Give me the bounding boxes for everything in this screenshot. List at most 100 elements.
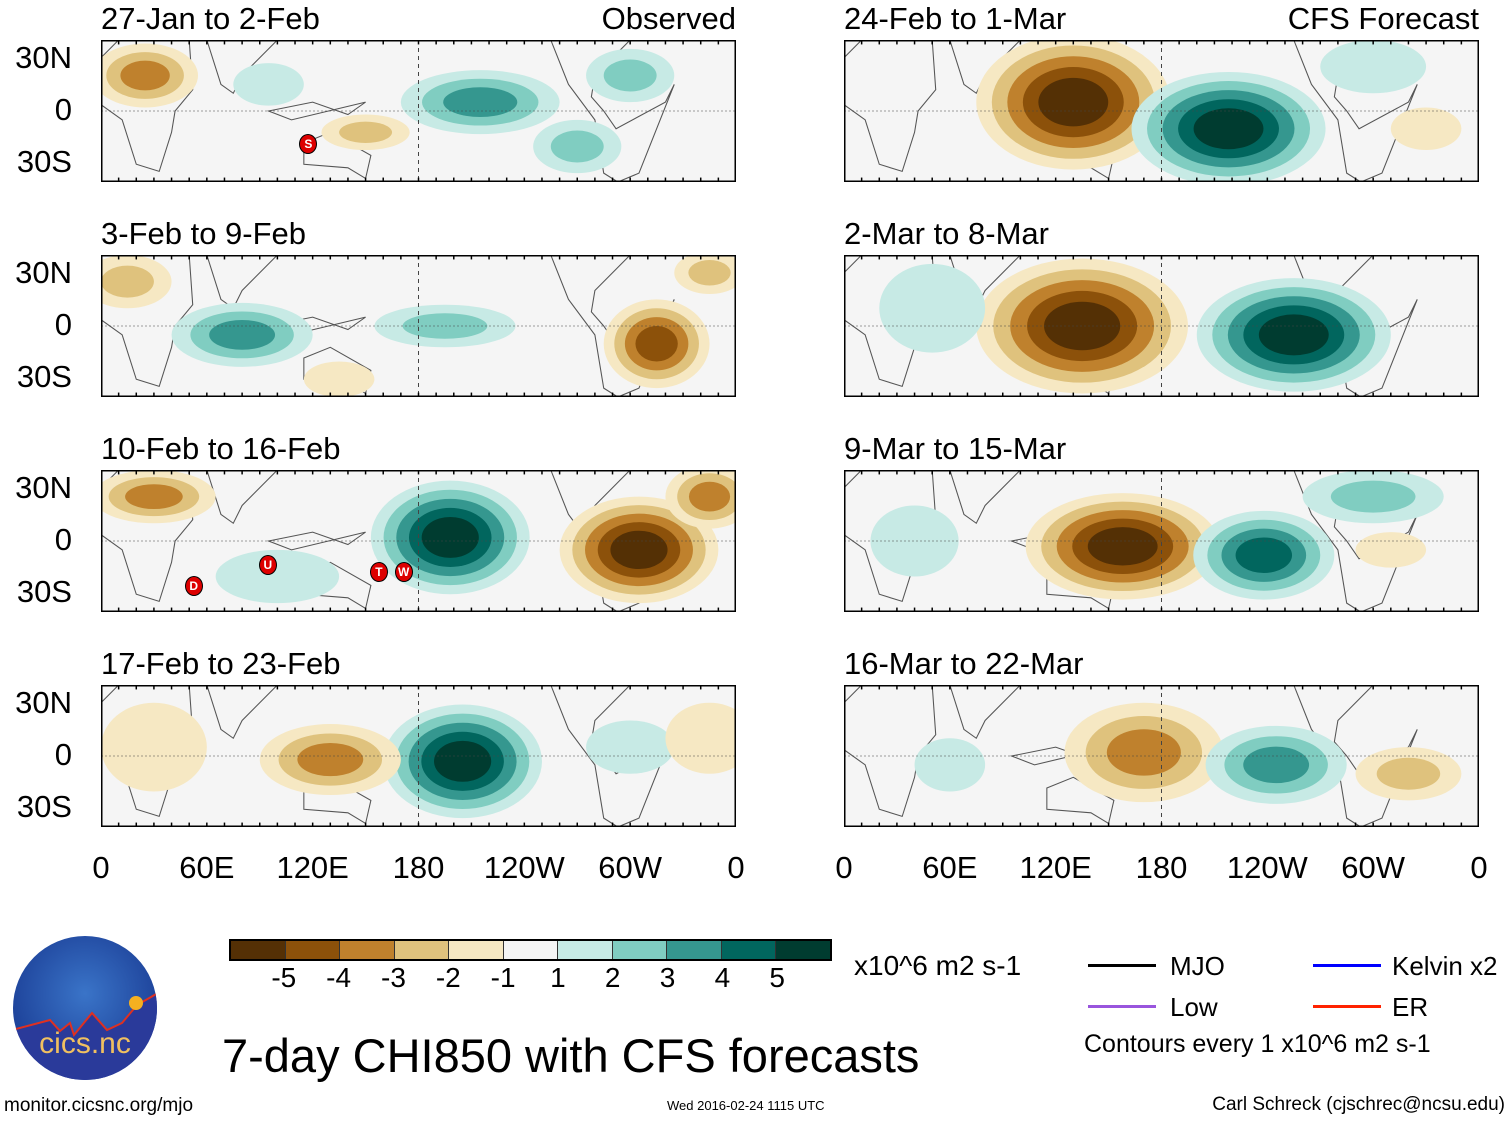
lat-label: 30S <box>16 789 72 824</box>
positive-anomaly <box>1235 537 1293 573</box>
positive-anomaly <box>1320 40 1427 94</box>
map-panel <box>101 40 736 182</box>
column-header-observed: Observed <box>601 1 736 36</box>
legend-label-low: Low <box>1170 992 1218 1022</box>
negative-anomaly <box>339 121 393 143</box>
timestamp: Wed 2016-02-24 1115 UTC <box>667 1098 825 1113</box>
legend-line-er <box>1313 1005 1381 1008</box>
credit: Carl Schreck (cjschrec@ncsu.edu) <box>1212 1094 1505 1115</box>
lon-label: 60W <box>1341 850 1406 885</box>
negative-anomaly <box>125 484 183 510</box>
lat-label: 30N <box>15 255 72 290</box>
map-panel <box>101 255 736 397</box>
lat-label: 30S <box>16 144 72 179</box>
colorbar-units: x10^6 m2 s-1 <box>854 950 1022 981</box>
negative-anomaly <box>297 742 364 777</box>
colorbar-swatch <box>394 941 450 959</box>
colorbar-label: -4 <box>326 962 352 993</box>
legend-line-low <box>1088 1005 1156 1008</box>
lon-label: 180 <box>392 850 445 885</box>
colorbar-label: 2 <box>604 962 621 993</box>
negative-anomaly <box>120 60 170 91</box>
positive-anomaly <box>586 720 675 774</box>
panel-title: 24-Feb to 1-Mar <box>844 1 1067 36</box>
lat-label: 30S <box>16 359 72 394</box>
colorbar-swatch <box>721 941 777 959</box>
lat-label: 30S <box>16 574 72 609</box>
colorbar-label: 5 <box>769 962 785 993</box>
lon-label: 120E <box>1019 850 1092 885</box>
lat-label: 30N <box>15 685 72 720</box>
lon-label: 120E <box>276 850 349 885</box>
lon-label: 0 <box>835 850 853 885</box>
cyclone-marker: U <box>258 555 277 576</box>
lat-label: 0 <box>54 737 72 772</box>
positive-anomaly <box>209 319 276 350</box>
lon-label: 60E <box>922 850 978 885</box>
positive-anomaly <box>215 549 340 604</box>
negative-anomaly <box>1376 757 1441 790</box>
svg-text:cics.nc: cics.nc <box>39 1027 131 1060</box>
negative-anomaly <box>101 265 154 298</box>
lat-label: 0 <box>54 307 72 342</box>
positive-anomaly <box>870 505 959 577</box>
cyclone-marker: D <box>184 576 203 597</box>
legend-label-er: ER <box>1392 992 1429 1022</box>
positive-anomaly <box>402 313 488 339</box>
map-panel <box>844 685 1479 827</box>
colorbar-label: -2 <box>435 962 461 993</box>
colorbar-label: -3 <box>381 962 406 993</box>
lon-label: 120W <box>483 850 565 885</box>
lon-label: 0 <box>727 850 745 885</box>
map-panel <box>844 470 1479 612</box>
panel-title: 27-Jan to 2-Feb <box>101 1 320 36</box>
positive-anomaly <box>1330 480 1416 513</box>
lon-label: 0 <box>1470 850 1488 885</box>
lat-label: 0 <box>54 522 72 557</box>
negative-anomaly <box>101 702 207 792</box>
negative-anomaly <box>688 259 731 286</box>
negative-anomaly <box>635 326 678 362</box>
panel-title: 17-Feb to 23-Feb <box>101 646 341 681</box>
map-panel <box>101 685 736 827</box>
lon-label: 180 <box>1135 850 1188 885</box>
negative-anomaly <box>1106 729 1181 776</box>
negative-anomaly <box>303 361 375 397</box>
negative-anomaly <box>1038 77 1109 127</box>
positive-anomaly <box>421 517 479 558</box>
map-panel <box>101 470 736 612</box>
colorbar-swatch <box>340 941 395 959</box>
lon-label: 120W <box>1226 850 1308 885</box>
panel-title: 3-Feb to 9-Feb <box>101 216 307 251</box>
colorbar-swatch <box>667 941 722 959</box>
colorbar-swatch <box>558 941 613 959</box>
colorbar-swatch <box>449 941 504 959</box>
colorbar-label: 4 <box>714 962 731 993</box>
colorbar-swatch <box>503 941 559 959</box>
colorbar-label: 3 <box>659 962 676 993</box>
source-url[interactable]: monitor.cicsnc.org/mjo <box>4 1095 194 1116</box>
legend-label-mjo: MJO <box>1170 951 1225 981</box>
colorbar-label: 1 <box>550 962 566 993</box>
positive-anomaly <box>434 740 492 782</box>
positive-anomaly <box>1193 108 1264 150</box>
positive-anomaly <box>550 130 604 163</box>
negative-anomaly <box>1044 301 1121 351</box>
negative-anomaly <box>1390 107 1462 151</box>
positive-anomaly <box>603 59 657 92</box>
legend-line-mjo <box>1088 964 1156 967</box>
colorbar-swatch <box>612 941 668 959</box>
negative-anomaly <box>610 530 668 570</box>
contour-note: Contours every 1 x10^6 m2 s-1 <box>1084 1030 1431 1058</box>
colorbar-swatch <box>231 941 286 959</box>
cyclone-marker: W <box>394 562 413 583</box>
colorbar-swatch <box>776 941 831 959</box>
lat-label: 0 <box>54 92 72 127</box>
panel-title: 9-Mar to 15-Mar <box>844 431 1067 466</box>
cyclone-marker: S <box>299 133 318 154</box>
panel-title: 16-Mar to 22-Mar <box>844 646 1084 681</box>
lon-label: 60E <box>179 850 235 885</box>
negative-anomaly <box>1087 527 1158 566</box>
positive-anomaly <box>914 738 986 792</box>
